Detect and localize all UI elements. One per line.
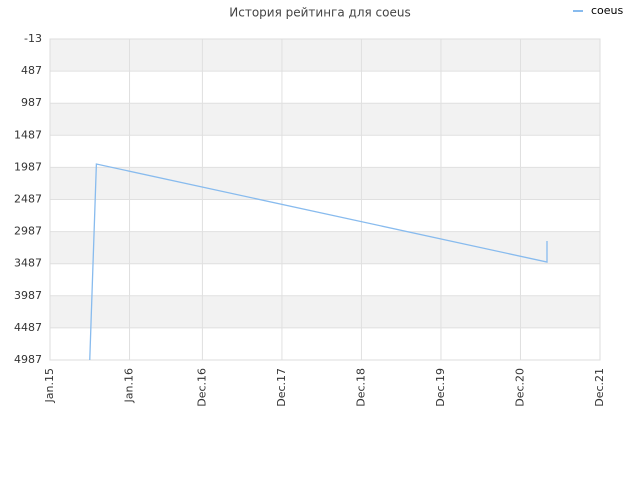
- y-tick-label: 1987: [14, 160, 42, 173]
- grid-band: [50, 167, 600, 200]
- x-tick-label: Dec.17: [275, 368, 288, 407]
- grid-band: [50, 295, 600, 328]
- grid-band: [50, 327, 600, 360]
- y-tick-label: 487: [21, 64, 42, 77]
- grid-band: [50, 231, 600, 264]
- y-tick-label: -13: [24, 32, 42, 45]
- legend-label: coeus: [591, 4, 624, 17]
- y-tick-label: 3487: [14, 257, 42, 270]
- grid-band: [50, 39, 600, 72]
- y-tick-label: 3987: [14, 289, 42, 302]
- x-tick-label: Dec.20: [513, 368, 526, 407]
- grid-band: [50, 135, 600, 168]
- grid-band: [50, 263, 600, 296]
- grid-band: [50, 103, 600, 136]
- y-tick-label: 4987: [14, 353, 42, 366]
- y-tick-label: 2987: [14, 225, 42, 238]
- grid-band: [50, 71, 600, 104]
- x-tick-label: Jan.15: [43, 368, 56, 403]
- data-line: [89, 163, 548, 361]
- y-tick-label: 4487: [14, 321, 42, 334]
- chart-title: История рейтинга для coeus: [229, 6, 410, 20]
- x-tick-label: Dec.16: [195, 368, 208, 407]
- x-tick-label: Dec.21: [593, 368, 606, 407]
- y-tick-label: 987: [21, 96, 42, 109]
- y-tick-label: 1487: [14, 128, 42, 141]
- x-tick-label: Dec.19: [434, 368, 447, 407]
- x-tick-label: Dec.18: [354, 368, 367, 407]
- x-tick-label: Jan.16: [123, 368, 136, 403]
- grid-band: [50, 199, 600, 232]
- y-tick-label: 2487: [14, 193, 42, 206]
- plot-border: [49, 38, 601, 361]
